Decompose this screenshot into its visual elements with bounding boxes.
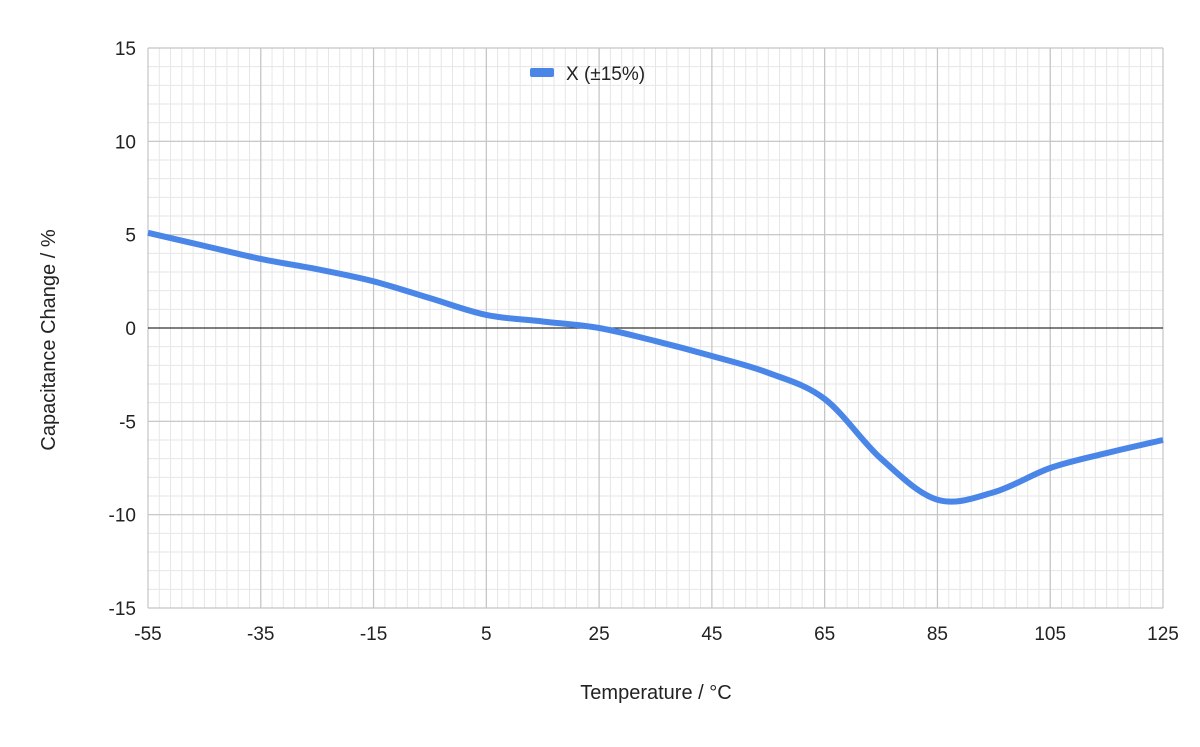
x-axis-title: Temperature / °C [580,682,731,704]
y-axis-tick-labels: 15 10 5 0 -5 -10 -15 [109,39,136,620]
x-tick-label: 45 [701,624,722,645]
x-tick-label: 105 [1034,624,1066,645]
y-tick-label: 0 [125,319,136,340]
y-axis-title: Capacitance Change / % [38,229,60,450]
x-tick-label: 5 [481,624,492,645]
x-axis-tick-labels: -55 -35 -15 5 25 45 65 85 105 125 [134,624,1179,645]
legend-label: X (±15%) [566,64,645,85]
y-tick-label: -10 [109,506,136,527]
legend-swatch [530,68,554,77]
series-lines [147,229,1164,505]
x-tick-label: 65 [814,624,835,645]
y-tick-label: 15 [115,39,136,60]
x-tick-label: -35 [247,624,274,645]
x-tick-label: 125 [1147,624,1179,645]
y-tick-label: -15 [109,599,136,620]
x-tick-label: 25 [589,624,610,645]
y-tick-label: 5 [125,226,136,247]
series-line [147,229,1164,505]
x-tick-label: -55 [134,624,161,645]
x-tick-label: 85 [927,624,948,645]
y-tick-label: 10 [115,132,136,153]
x-tick-label: -15 [360,624,387,645]
y-tick-label: -5 [119,412,136,433]
legend: X (±15%) [530,64,645,85]
